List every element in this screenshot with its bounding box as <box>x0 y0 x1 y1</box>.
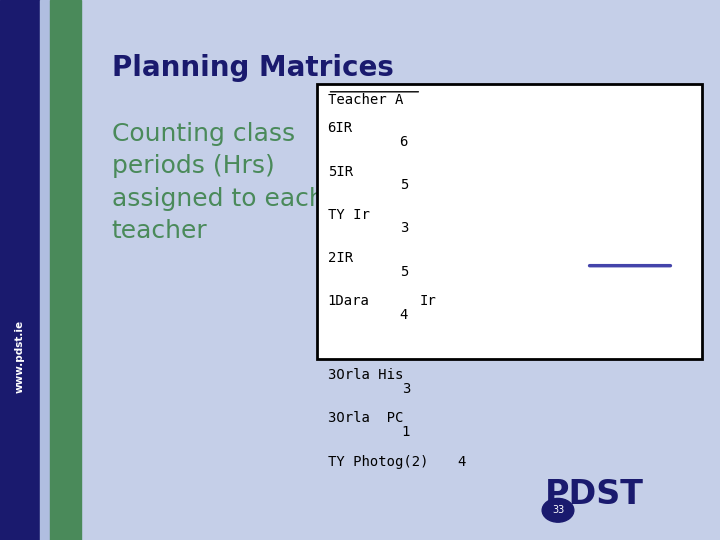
Bar <box>317 84 702 359</box>
Bar <box>40 0 50 540</box>
Text: TY Photog(2): TY Photog(2) <box>328 455 428 469</box>
Text: 4: 4 <box>457 455 466 469</box>
Text: 3Orla His: 3Orla His <box>328 368 403 382</box>
Bar <box>50 0 81 540</box>
Text: 3Orla  PC: 3Orla PC <box>328 411 403 426</box>
Text: Counting class
periods (Hrs)
assigned to each
teacher: Counting class periods (Hrs) assigned to… <box>112 122 324 243</box>
Text: 33: 33 <box>552 505 564 515</box>
Text: 3: 3 <box>400 221 408 235</box>
Text: PDST: PDST <box>544 477 644 511</box>
Text: 5IR: 5IR <box>328 165 353 179</box>
Circle shape <box>542 498 574 522</box>
Text: www.pdst.ie: www.pdst.ie <box>14 320 24 393</box>
Text: 4: 4 <box>400 308 408 322</box>
Text: Ir: Ir <box>420 294 436 308</box>
Bar <box>0 0 40 540</box>
Text: Teacher A: Teacher A <box>328 93 403 107</box>
Text: 5: 5 <box>400 178 408 192</box>
Text: 3: 3 <box>402 382 410 396</box>
Text: 6: 6 <box>400 135 408 149</box>
Text: Planning Matrices: Planning Matrices <box>112 54 393 82</box>
Text: 6IR: 6IR <box>328 122 353 136</box>
Text: TY Ir: TY Ir <box>328 208 369 222</box>
Text: 2IR: 2IR <box>328 251 353 265</box>
Text: 1: 1 <box>402 425 410 439</box>
Text: 5: 5 <box>400 265 408 279</box>
Text: 1Dara: 1Dara <box>328 294 369 308</box>
